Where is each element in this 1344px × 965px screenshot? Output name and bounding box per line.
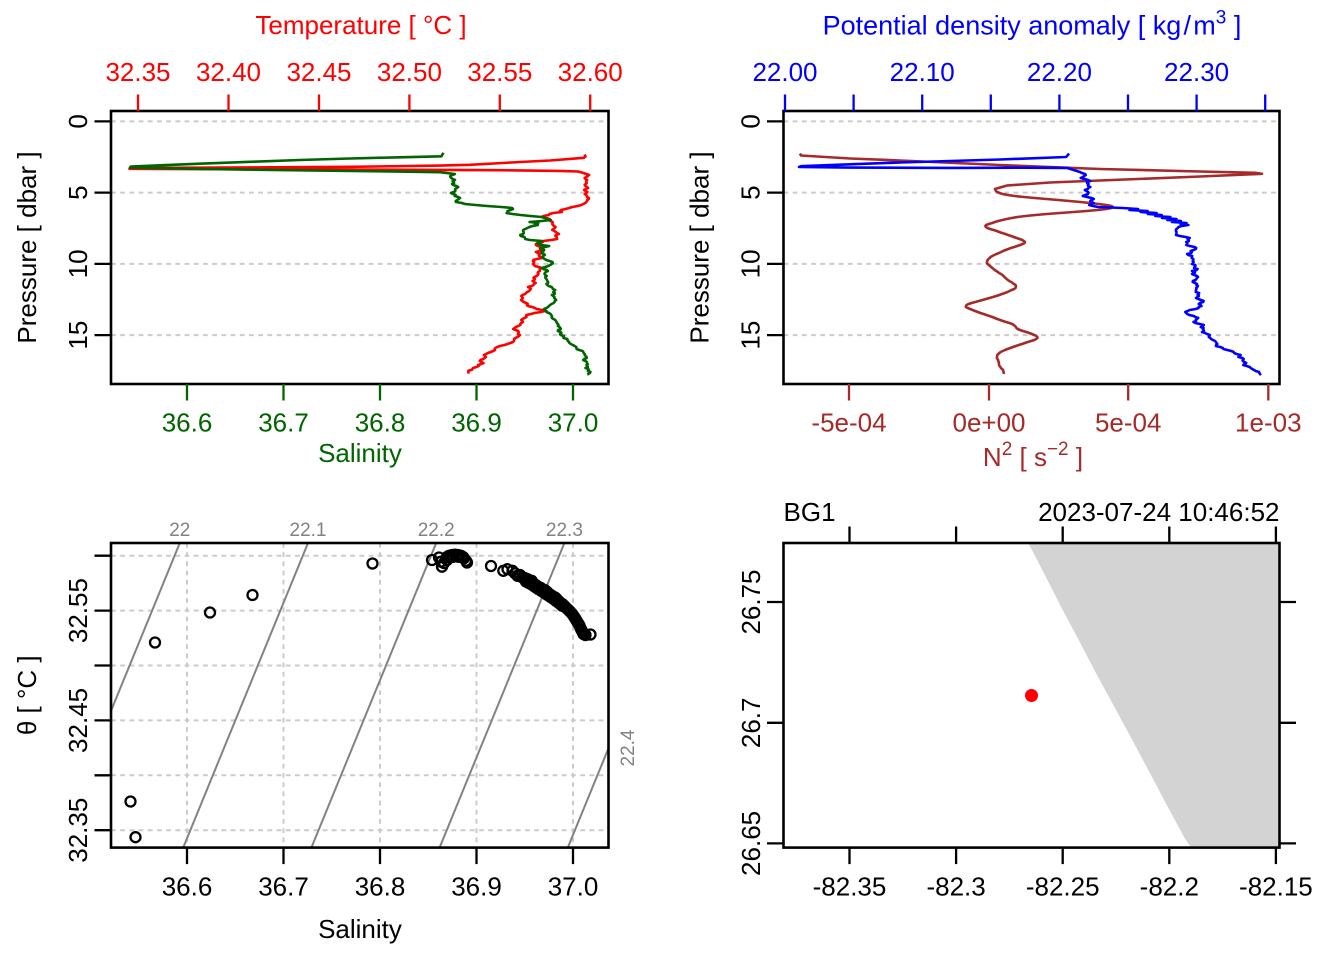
svg-text:26.65: 26.65 bbox=[736, 811, 766, 876]
svg-text:36.7: 36.7 bbox=[258, 408, 309, 438]
svg-text:26.75: 26.75 bbox=[736, 569, 766, 634]
svg-text:32.40: 32.40 bbox=[196, 57, 261, 87]
svg-text:Pressure [ dbar ]: Pressure [ dbar ] bbox=[12, 151, 42, 343]
svg-text:22.3: 22.3 bbox=[546, 520, 583, 541]
svg-text:Pressure [ dbar ]: Pressure [ dbar ] bbox=[685, 151, 715, 343]
svg-text:22.10: 22.10 bbox=[890, 57, 955, 87]
svg-text:22: 22 bbox=[169, 520, 190, 541]
svg-text:2023-07-24 10:46:52: 2023-07-24 10:46:52 bbox=[1038, 497, 1279, 527]
svg-text:36.8: 36.8 bbox=[355, 872, 406, 902]
svg-text:5e-04: 5e-04 bbox=[1095, 408, 1162, 438]
svg-text:36.8: 36.8 bbox=[355, 408, 406, 438]
svg-text:36.9: 36.9 bbox=[451, 872, 502, 902]
svg-text:32.50: 32.50 bbox=[377, 57, 442, 87]
svg-text:N2 [ s−2 ]: N2 [ s−2 ] bbox=[983, 439, 1083, 472]
svg-text:Temperature [ °C ]: Temperature [ °C ] bbox=[255, 10, 466, 40]
svg-text:0: 0 bbox=[63, 114, 93, 128]
svg-text:32.55: 32.55 bbox=[467, 57, 532, 87]
svg-text:-82.15: -82.15 bbox=[1239, 872, 1313, 902]
svg-text:-82.3: -82.3 bbox=[926, 872, 985, 902]
svg-text:Salinity: Salinity bbox=[318, 914, 402, 944]
svg-text:37.0: 37.0 bbox=[548, 408, 599, 438]
svg-text:32.45: 32.45 bbox=[63, 688, 93, 753]
svg-text:10: 10 bbox=[736, 249, 766, 278]
svg-text:5: 5 bbox=[63, 185, 93, 199]
svg-text:32.60: 32.60 bbox=[558, 57, 623, 87]
svg-text:36.6: 36.6 bbox=[162, 408, 213, 438]
svg-text:θ [ °C ]: θ [ °C ] bbox=[12, 655, 42, 735]
svg-text:22.1: 22.1 bbox=[290, 520, 327, 541]
svg-text:-82.2: -82.2 bbox=[1140, 872, 1199, 902]
svg-text:37.0: 37.0 bbox=[548, 872, 599, 902]
svg-text:32.35: 32.35 bbox=[63, 798, 93, 863]
svg-text:32.55: 32.55 bbox=[63, 578, 93, 643]
svg-text:-82.25: -82.25 bbox=[1026, 872, 1100, 902]
svg-text:Salinity: Salinity bbox=[318, 438, 402, 468]
svg-text:-82.35: -82.35 bbox=[813, 872, 887, 902]
svg-text:0: 0 bbox=[736, 114, 766, 128]
svg-text:0e+00: 0e+00 bbox=[952, 408, 1025, 438]
svg-text:5: 5 bbox=[736, 185, 766, 199]
svg-text:22.00: 22.00 bbox=[752, 57, 817, 87]
svg-text:22.4: 22.4 bbox=[618, 729, 639, 766]
svg-text:22.30: 22.30 bbox=[1164, 57, 1229, 87]
svg-text:10: 10 bbox=[63, 249, 93, 278]
svg-text:15: 15 bbox=[736, 321, 766, 350]
svg-text:26.7: 26.7 bbox=[736, 697, 766, 748]
svg-text:36.7: 36.7 bbox=[258, 872, 309, 902]
svg-text:1e-03: 1e-03 bbox=[1235, 408, 1302, 438]
svg-text:32.45: 32.45 bbox=[286, 57, 351, 87]
svg-text:15: 15 bbox=[63, 321, 93, 350]
svg-text:-5e-04: -5e-04 bbox=[811, 408, 886, 438]
svg-text:36.9: 36.9 bbox=[451, 408, 502, 438]
svg-text:Potential density anomaly [ kg: Potential density anomaly [ kg / m3 ] bbox=[823, 8, 1242, 41]
svg-text:36.6: 36.6 bbox=[162, 872, 213, 902]
svg-text:22.20: 22.20 bbox=[1027, 57, 1092, 87]
svg-text:22.2: 22.2 bbox=[418, 520, 455, 541]
svg-text:BG1: BG1 bbox=[784, 497, 836, 527]
svg-text:32.35: 32.35 bbox=[105, 57, 170, 87]
